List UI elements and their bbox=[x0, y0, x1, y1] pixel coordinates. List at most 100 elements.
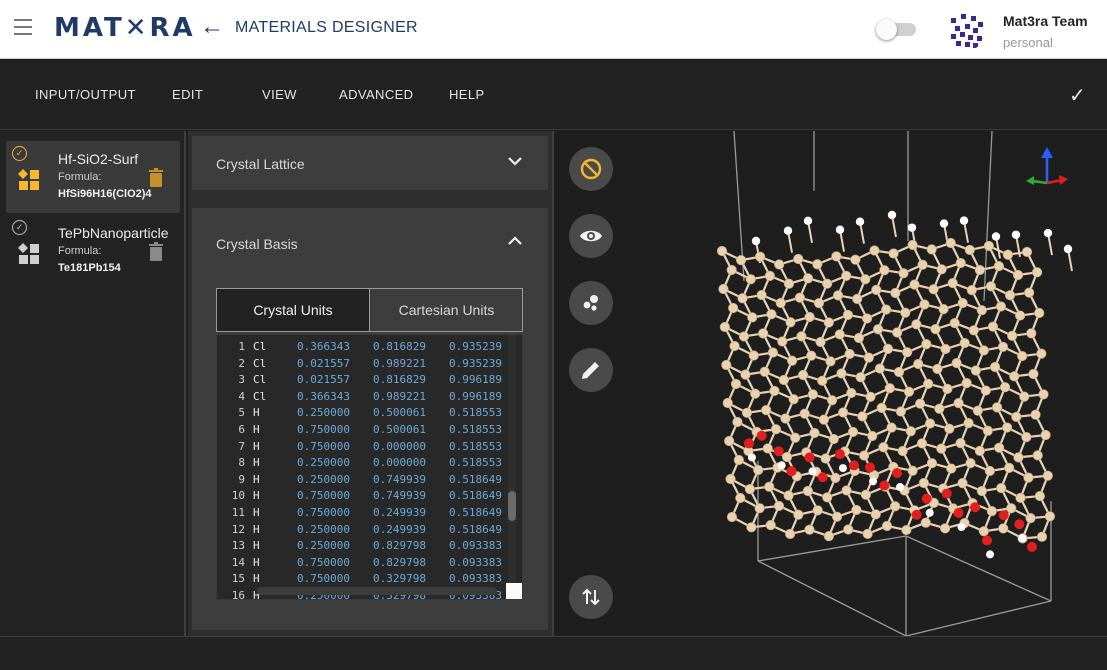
logo[interactable]: MAT✕RA bbox=[54, 13, 196, 43]
crystal-basis-title: Crystal Basis bbox=[216, 236, 298, 252]
atoms-button[interactable] bbox=[569, 281, 613, 325]
atom bbox=[748, 350, 759, 361]
trash-icon[interactable] bbox=[149, 242, 163, 261]
basis-row[interactable]: 11 H 0.750000 0.249939 0.518649 bbox=[217, 504, 507, 521]
atom bbox=[825, 356, 836, 367]
trash-icon[interactable] bbox=[149, 168, 163, 187]
atom bbox=[965, 458, 976, 469]
view-button[interactable] bbox=[569, 214, 613, 258]
atom bbox=[881, 304, 892, 315]
menu-input-output[interactable]: INPUT/OUTPUT bbox=[35, 87, 136, 102]
crystal-basis-header[interactable]: Crystal Basis bbox=[192, 208, 548, 278]
atom bbox=[812, 259, 823, 270]
atom bbox=[890, 501, 901, 512]
atom bbox=[1013, 452, 1024, 463]
atom bbox=[966, 285, 977, 296]
atom bbox=[888, 248, 899, 259]
scrollbar-thumb[interactable] bbox=[508, 491, 516, 521]
atom bbox=[807, 389, 818, 400]
oxygen-atom bbox=[848, 460, 859, 471]
check-circle-icon[interactable]: ✓ bbox=[12, 220, 27, 235]
oxygen-atom bbox=[982, 535, 993, 546]
chevron-up-icon[interactable] bbox=[506, 232, 524, 250]
basis-row[interactable]: 6 H 0.750000 0.500061 0.518553 bbox=[217, 421, 507, 438]
basis-row[interactable]: 3 Cl 0.021557 0.816829 0.996189 bbox=[217, 371, 507, 388]
atom bbox=[918, 477, 929, 489]
basis-row[interactable]: 8 H 0.250000 0.000000 0.518553 bbox=[217, 454, 507, 471]
crystal-lattice-accordion[interactable]: Crystal Lattice bbox=[192, 136, 548, 190]
element-symbol: H bbox=[253, 539, 260, 553]
basis-row[interactable]: 7 H 0.750000 0.000000 0.518553 bbox=[217, 438, 507, 455]
hydrogen-atom bbox=[896, 483, 905, 492]
element-symbol: H bbox=[253, 589, 260, 600]
basis-row[interactable]: 1 Cl 0.366343 0.816829 0.935239 bbox=[217, 338, 507, 355]
menu-help[interactable]: HELP bbox=[449, 87, 485, 102]
atom bbox=[841, 485, 852, 496]
pencil-icon bbox=[582, 362, 599, 379]
basis-row[interactable]: 12 H 0.250000 0.249939 0.518649 bbox=[217, 521, 507, 538]
menu-edit[interactable]: EDIT bbox=[172, 87, 204, 102]
basis-code-editor[interactable]: 16H0.2500000.3297980.09338315H0.7500000.… bbox=[216, 334, 523, 600]
vertical-scrollbar[interactable] bbox=[508, 335, 516, 599]
structure-3d-render[interactable] bbox=[636, 131, 1107, 636]
menu-view[interactable]: VIEW bbox=[262, 87, 297, 102]
atom bbox=[793, 253, 804, 265]
coord-y: 0.249939 bbox=[373, 506, 426, 519]
atom bbox=[870, 509, 881, 520]
atom bbox=[857, 411, 868, 422]
horizontal-scrollbar[interactable] bbox=[257, 587, 497, 595]
menu-icon[interactable] bbox=[14, 19, 32, 39]
atom bbox=[775, 297, 786, 309]
coord-y: 0.329798 bbox=[373, 572, 426, 586]
chevron-down-icon[interactable] bbox=[506, 152, 524, 170]
avatar[interactable] bbox=[947, 10, 987, 50]
material-formula: HfSi96H16(ClO2)4 bbox=[58, 188, 152, 200]
tab-cartesian-units[interactable]: Cartesian Units bbox=[398, 302, 495, 318]
basis-row[interactable]: 9 H 0.250000 0.749939 0.518649 bbox=[217, 471, 507, 488]
eye-icon bbox=[580, 230, 602, 242]
oxygen-atom bbox=[1026, 541, 1037, 552]
hydrogen-atom bbox=[957, 523, 966, 532]
atom bbox=[951, 357, 962, 369]
check-circle-icon[interactable]: ✓ bbox=[12, 146, 27, 161]
user-name[interactable]: Mat3ra Team bbox=[1003, 13, 1088, 29]
back-arrow-icon[interactable]: ← bbox=[200, 13, 224, 40]
atom bbox=[932, 363, 943, 375]
basis-row[interactable]: 4 Cl 0.366343 0.989221 0.996189 bbox=[217, 388, 507, 405]
material-item[interactable]: ✓ TePbNanoparticle Formula: Te181Pb154 bbox=[6, 215, 180, 287]
oxygen-atom bbox=[786, 466, 797, 477]
basis-row[interactable]: 13 H 0.250000 0.829798 0.093383 bbox=[217, 537, 507, 554]
atom bbox=[944, 423, 955, 434]
edit-button[interactable] bbox=[569, 348, 613, 392]
line-number: 11 bbox=[231, 506, 245, 519]
atom bbox=[724, 435, 735, 447]
basis-row[interactable]: 10 H 0.750000 0.749939 0.518649 bbox=[217, 487, 507, 504]
material-formula: Te181Pb154 bbox=[58, 262, 121, 274]
disable-button[interactable] bbox=[569, 147, 613, 191]
structure-viewer[interactable] bbox=[556, 131, 1107, 636]
coord-x: 0.250000 bbox=[297, 472, 350, 486]
coord-z: 0.996189 bbox=[449, 373, 502, 387]
atom bbox=[855, 372, 866, 383]
basis-row[interactable]: 2 Cl 0.021557 0.989221 0.935239 bbox=[217, 355, 507, 372]
swap-button[interactable] bbox=[569, 575, 613, 619]
atom bbox=[777, 336, 788, 347]
basis-row[interactable]: 15 H 0.750000 0.329798 0.093383 bbox=[217, 570, 507, 587]
oxygen-atom bbox=[834, 449, 845, 460]
atom bbox=[828, 433, 839, 445]
tab-crystal-units[interactable]: Crystal Units bbox=[217, 289, 370, 331]
basis-row[interactable]: 5 H 0.250000 0.500061 0.518553 bbox=[217, 404, 507, 421]
atom bbox=[741, 407, 753, 418]
atom bbox=[718, 283, 729, 295]
atom bbox=[719, 321, 730, 333]
menu-advanced[interactable]: ADVANCED bbox=[339, 87, 414, 102]
oxygen-atom bbox=[817, 472, 828, 483]
theme-toggle[interactable] bbox=[876, 19, 918, 40]
basis-row[interactable]: 14 H 0.750000 0.829798 0.093383 bbox=[217, 554, 507, 571]
atom bbox=[747, 312, 758, 323]
editor-resize-handle[interactable] bbox=[506, 583, 522, 599]
material-item[interactable]: ✓ Hf-SiO2-Surf Formula: HfSi96H16(ClO2)4 bbox=[6, 141, 180, 213]
oxygen-atom bbox=[865, 462, 876, 473]
check-icon[interactable]: ✓ bbox=[1069, 85, 1086, 107]
line-number: 4 bbox=[238, 389, 245, 403]
